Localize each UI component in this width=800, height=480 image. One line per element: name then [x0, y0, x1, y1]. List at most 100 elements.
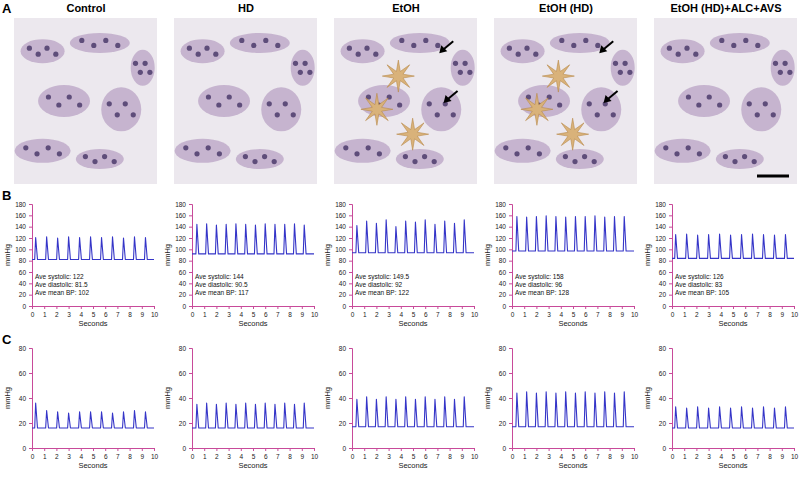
tick-mark: [154, 306, 155, 309]
tick: 9: [780, 448, 784, 460]
tick-label: 100: [655, 246, 666, 253]
tick: 20: [19, 291, 32, 298]
tick: 80: [179, 257, 192, 264]
nucleus: [451, 112, 456, 117]
tick: 1: [43, 448, 47, 460]
tick: 1: [203, 306, 207, 318]
nucleus: [403, 154, 408, 159]
tick-label: 10: [311, 311, 319, 318]
tick: 180: [495, 201, 512, 208]
tick-label: 60: [19, 269, 27, 276]
nucleus: [743, 38, 748, 43]
tick: 160: [655, 212, 672, 219]
tick: 0: [662, 445, 672, 452]
nucleus: [618, 70, 623, 75]
y-axis: 020406080: [499, 345, 513, 452]
axis-line: [189, 349, 193, 449]
tick-mark: [794, 448, 795, 451]
nucleus: [592, 159, 597, 164]
tick-mark: [29, 261, 32, 262]
tick-label: 7: [596, 453, 600, 460]
tick-label: 60: [499, 370, 507, 377]
nucleus: [693, 52, 698, 57]
tick-label: 0: [342, 303, 346, 310]
tick-label: 0: [671, 453, 675, 460]
nucleus: [187, 46, 192, 51]
tick-mark: [770, 306, 771, 309]
nucleus: [742, 154, 747, 159]
tick: 1: [523, 306, 527, 318]
tick-label: 1: [203, 311, 207, 318]
tick-mark: [29, 348, 32, 349]
tick-label: 5: [412, 311, 416, 318]
tick: 1: [683, 306, 687, 318]
tick-label: 5: [572, 453, 576, 460]
tick: 7: [596, 448, 600, 460]
tick-mark: [29, 272, 32, 273]
tick: 100: [655, 246, 672, 253]
tick-label: 160: [335, 212, 346, 219]
tick-mark: [352, 448, 353, 451]
tick-label: 180: [495, 201, 506, 208]
y-axis: 020406080100120140160180: [655, 201, 672, 310]
nucleus: [46, 94, 51, 99]
x-axis-title: Seconds: [558, 461, 587, 470]
nucleus: [36, 52, 41, 57]
tick-label: 40: [339, 395, 347, 402]
tick-label: 0: [22, 445, 26, 452]
tick-mark: [349, 261, 352, 262]
tick-mark: [81, 306, 82, 309]
tick: 0: [511, 306, 515, 318]
nucleus: [595, 112, 600, 117]
tick-label: 4: [719, 453, 723, 460]
tick: 100: [15, 246, 32, 253]
tick: 40: [339, 280, 352, 287]
trace-chart: 020406080012345678910SecondsmmHg: [163, 345, 318, 470]
tick: 20: [339, 420, 352, 427]
axis-line: [509, 349, 513, 449]
tick: 5: [412, 306, 416, 318]
nucleus: [53, 52, 58, 57]
tick: 9: [300, 306, 304, 318]
pressure-trace: [672, 407, 794, 428]
tick-mark: [29, 227, 32, 228]
tick: 7: [596, 306, 600, 318]
crystal: [361, 93, 393, 125]
tick-label: 120: [15, 235, 26, 242]
tick-mark: [684, 306, 685, 309]
tick-label: 8: [768, 453, 772, 460]
tick-mark: [709, 448, 710, 451]
annotation: Ave systolic: 158: [515, 273, 564, 281]
nucleus: [138, 70, 143, 75]
tick: 9: [140, 306, 144, 318]
axis-line: [33, 307, 155, 310]
tick: 0: [502, 445, 512, 452]
tissue: [21, 39, 65, 63]
tick: 0: [22, 445, 32, 452]
tick-label: 20: [339, 420, 347, 427]
panel-label: A: [2, 1, 12, 16]
tick-label: 0: [31, 311, 35, 318]
tick-mark: [69, 448, 70, 451]
tick-mark: [189, 261, 192, 262]
axis-line: [189, 205, 193, 307]
nucleus: [613, 61, 618, 66]
tick: 80: [659, 345, 672, 352]
tick-label: 4: [79, 311, 83, 318]
tick-label: 7: [276, 311, 280, 318]
tick-mark: [696, 306, 697, 309]
tick-label: 1: [363, 311, 367, 318]
nucleus: [674, 151, 679, 156]
nucleus: [298, 70, 303, 75]
tick-mark: [349, 249, 352, 250]
y-axis: 020406080: [339, 345, 353, 452]
tick-label: 0: [662, 303, 666, 310]
tick-label: 80: [179, 345, 187, 352]
scale-bar: [757, 175, 789, 178]
nucleus: [227, 94, 232, 99]
tick-mark: [216, 448, 217, 451]
tick-label: 6: [584, 311, 588, 318]
tick: 160: [175, 212, 192, 219]
tick: 4: [559, 448, 563, 460]
y-axis: 020406080100120140160180: [335, 201, 352, 310]
